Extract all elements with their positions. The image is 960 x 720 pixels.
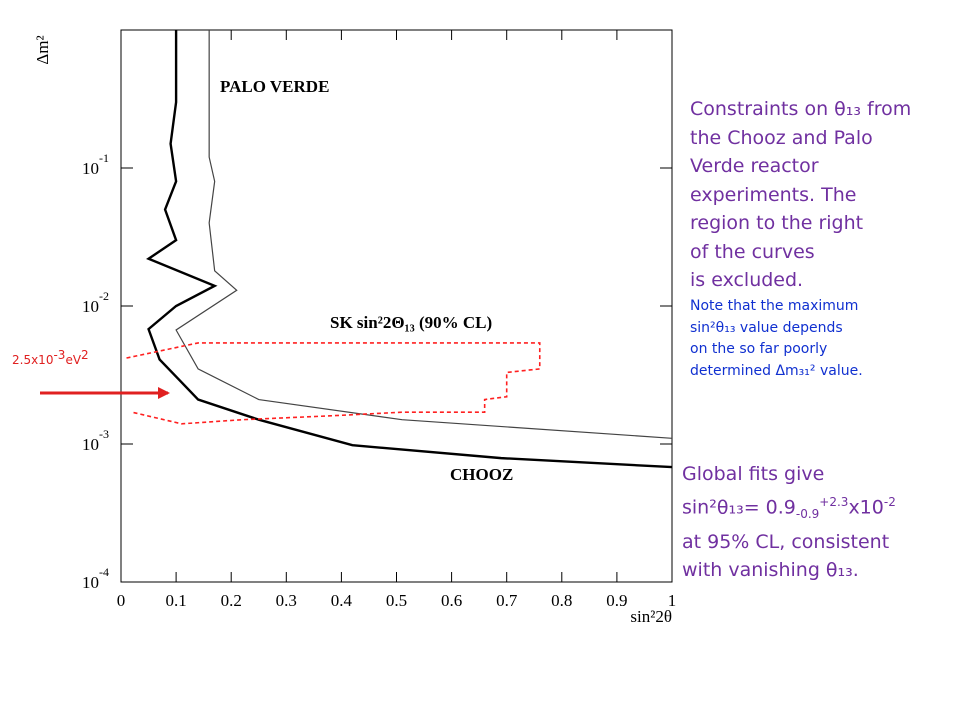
x-tick-label: 0.3 xyxy=(276,591,297,610)
fit: Global fits give sin²θ₁₃= 0.9-0.9+2.3x10… xyxy=(682,460,896,584)
y-tick-exp: -1 xyxy=(99,151,109,165)
x-tick-label: 0.9 xyxy=(606,591,627,610)
text-line: region to the right xyxy=(690,212,864,234)
y-axis-label: Δm² xyxy=(33,35,52,64)
y-tick-exp: -2 xyxy=(99,289,109,303)
marker-unit: eV xyxy=(65,353,82,367)
annotation: PALO VERDE xyxy=(220,77,329,96)
y-tick-exp: -4 xyxy=(99,565,109,579)
fit-sup: +2.3 xyxy=(819,495,849,509)
x-axis-label: sin²2θ xyxy=(630,607,672,626)
text-line: the Chooz and Palo xyxy=(690,126,873,149)
marker-label: 2.5x10-3eV2 xyxy=(12,348,89,367)
y-tick-exp: -3 xyxy=(99,427,109,441)
text-line: determined Δm₃₁² value. xyxy=(690,362,863,379)
text-line: Constraints on θ₁₃ from xyxy=(690,98,912,120)
marker-text: 2.5x10 xyxy=(12,353,54,367)
y-tick-label: 10-2 xyxy=(82,289,109,316)
y-tick-label: 10-4 xyxy=(82,565,109,592)
x-tick-label: 0.6 xyxy=(441,591,462,610)
fit-sup: -2 xyxy=(883,495,896,509)
plot-frame xyxy=(120,29,673,583)
fit-text: sin²θ₁₃= 0.9 xyxy=(682,496,796,519)
y-tick-label: 10-1 xyxy=(82,151,109,178)
x-tick-label: 1 xyxy=(668,591,677,610)
y-tick-base: 10 xyxy=(82,573,99,592)
text-line: on the so far poorly xyxy=(690,341,828,357)
fit-line: Global fits give xyxy=(682,463,825,485)
fit-line: at 95% CL, consistent xyxy=(682,531,890,554)
x-tick-label: 0.1 xyxy=(165,591,186,610)
series-line xyxy=(146,30,673,469)
text-line: experiments. The xyxy=(690,183,857,206)
text-line: is excluded. xyxy=(690,269,804,291)
x-tick-label: 0.4 xyxy=(331,591,353,610)
fit-line: with vanishing θ₁₃. xyxy=(682,559,859,582)
x-tick-label: 0.8 xyxy=(551,591,572,610)
x-tick-label: 0.5 xyxy=(386,591,407,610)
series-line xyxy=(175,30,673,439)
note: Note that the maximum sin²θ₁₃ value depen… xyxy=(690,296,863,382)
marker-exp: -3 xyxy=(53,348,66,362)
annotation: CHOOZ xyxy=(450,465,513,484)
fit-text: x10 xyxy=(848,496,884,519)
annotation: SK sin²2Θ₁₃ (90% CL) xyxy=(330,313,492,332)
text-line: sin²θ₁₃ value depends xyxy=(690,319,843,336)
marker-unit-exp: 2 xyxy=(81,348,89,362)
text-line: of the curves xyxy=(690,240,815,263)
caption: Constraints on θ₁₃ from the Chooz and Pal… xyxy=(690,95,911,295)
y-tick-base: 10 xyxy=(82,159,99,178)
fit-line: sin²θ₁₃= 0.9-0.9+2.3x10-2 xyxy=(682,488,896,528)
series-line xyxy=(126,342,541,425)
x-tick-label: 0.2 xyxy=(221,591,242,610)
text-line: Verde reactor xyxy=(690,155,819,177)
y-tick-label: 10-3 xyxy=(82,427,109,454)
y-tick-base: 10 xyxy=(82,297,99,316)
text-line: Note that the maximum xyxy=(690,298,859,314)
y-tick-base: 10 xyxy=(82,435,99,454)
x-tick-label: 0.7 xyxy=(496,591,518,610)
x-tick-label: 0 xyxy=(117,591,126,610)
arrow-head xyxy=(158,387,170,399)
fit-sub: -0.9 xyxy=(795,507,820,522)
